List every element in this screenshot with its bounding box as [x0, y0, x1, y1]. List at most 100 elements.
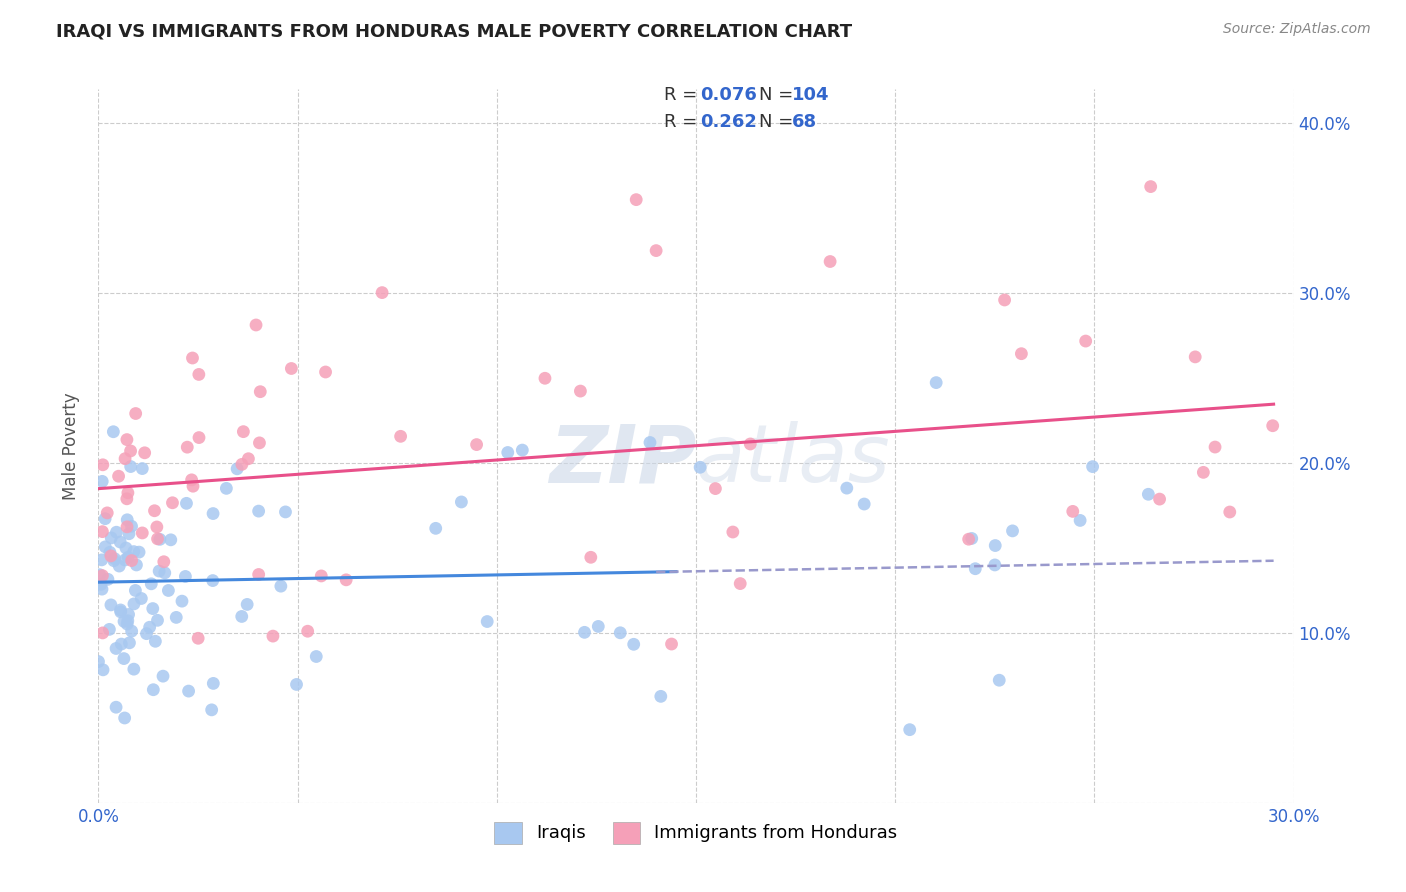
Text: 104: 104: [792, 87, 830, 104]
Point: [689, 460, 711, 475]
Point: [425, 521, 447, 535]
Point: [215, 481, 238, 495]
Point: [645, 244, 668, 258]
Point: [510, 443, 533, 458]
Point: [176, 440, 198, 454]
Text: N =: N =: [759, 113, 799, 131]
Point: [623, 637, 645, 651]
Point: [1261, 418, 1284, 433]
Point: [1137, 487, 1160, 501]
Point: [835, 481, 858, 495]
Point: [231, 458, 253, 472]
Point: [146, 520, 169, 534]
Point: [1219, 505, 1241, 519]
Point: [569, 384, 592, 398]
Point: [270, 579, 292, 593]
Point: [721, 524, 744, 539]
Point: [128, 545, 150, 559]
Point: [1192, 466, 1215, 480]
Point: [984, 558, 1007, 572]
Point: [96, 506, 118, 520]
Point: [100, 549, 122, 563]
Point: [117, 513, 139, 527]
Point: [103, 425, 125, 439]
Point: [201, 574, 224, 588]
Point: [157, 583, 180, 598]
Point: [153, 566, 176, 580]
Legend: Iraqis, Immigrants from Honduras: Iraqis, Immigrants from Honduras: [479, 807, 912, 858]
Point: [170, 594, 193, 608]
Point: [135, 626, 157, 640]
Point: [115, 520, 138, 534]
Point: [305, 649, 328, 664]
Point: [1069, 513, 1091, 527]
Point: [262, 629, 284, 643]
Point: [148, 564, 170, 578]
Point: [121, 624, 143, 639]
Point: [122, 597, 145, 611]
Text: 0.076: 0.076: [700, 87, 756, 104]
Point: [142, 682, 165, 697]
Point: [187, 632, 209, 646]
Point: [579, 550, 602, 565]
Point: [249, 435, 271, 450]
Point: [114, 451, 136, 466]
Text: Source: ZipAtlas.com: Source: ZipAtlas.com: [1223, 22, 1371, 37]
Point: [202, 507, 225, 521]
Point: [315, 365, 337, 379]
Point: [477, 615, 499, 629]
Point: [118, 526, 141, 541]
Point: [131, 525, 153, 540]
Point: [120, 444, 142, 458]
Point: [115, 491, 138, 506]
Point: [247, 504, 270, 518]
Point: [238, 451, 260, 466]
Point: [114, 553, 136, 567]
Point: [112, 651, 135, 665]
Point: [145, 634, 167, 648]
Point: [1074, 334, 1097, 348]
Point: [98, 623, 121, 637]
Point: [188, 431, 211, 445]
Point: [143, 504, 166, 518]
Text: 0.262: 0.262: [700, 113, 756, 131]
Point: [100, 531, 122, 545]
Y-axis label: Male Poverty: Male Poverty: [62, 392, 80, 500]
Point: [115, 541, 138, 555]
Point: [534, 371, 557, 385]
Text: R =: R =: [664, 113, 703, 131]
Point: [1149, 492, 1171, 507]
Point: [187, 368, 209, 382]
Point: [389, 429, 412, 443]
Point: [114, 711, 136, 725]
Point: [121, 519, 143, 533]
Point: [108, 535, 131, 549]
Point: [152, 669, 174, 683]
Point: [89, 567, 111, 582]
Point: [335, 573, 357, 587]
Point: [91, 568, 114, 582]
Point: [91, 582, 114, 596]
Point: [91, 524, 114, 539]
Point: [134, 446, 156, 460]
Point: [249, 384, 271, 399]
Point: [121, 553, 143, 567]
Point: [125, 558, 148, 572]
Text: atlas: atlas: [696, 421, 891, 500]
Point: [1062, 504, 1084, 518]
Point: [853, 497, 876, 511]
Point: [91, 475, 114, 489]
Point: [117, 607, 139, 622]
Point: [588, 619, 610, 633]
Point: [818, 254, 841, 268]
Point: [925, 376, 948, 390]
Text: ZIP: ZIP: [548, 421, 696, 500]
Point: [1010, 347, 1032, 361]
Point: [245, 318, 267, 332]
Point: [105, 700, 128, 714]
Point: [177, 684, 200, 698]
Point: [638, 435, 661, 450]
Point: [162, 496, 184, 510]
Point: [115, 433, 138, 447]
Point: [988, 673, 1011, 688]
